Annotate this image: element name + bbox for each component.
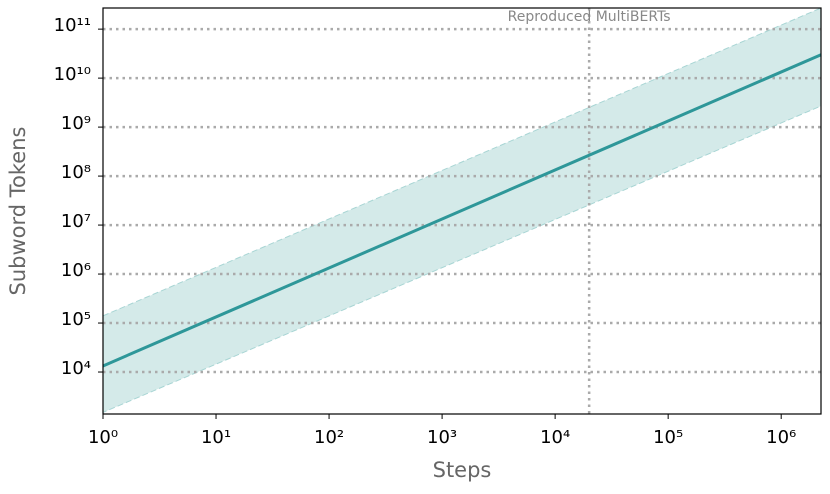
x-tick-label: 10⁶ (766, 427, 796, 448)
x-tick-label: 10⁴ (540, 427, 570, 448)
y-tick-label: 10⁸ (61, 162, 91, 183)
y-tick-label: 10⁵ (61, 309, 91, 330)
x-axis-label: Steps (433, 458, 492, 482)
y-tick-label: 10⁷ (61, 211, 91, 232)
x-tick-label: 10² (314, 427, 344, 448)
y-tick-label: 10⁴ (61, 358, 91, 379)
y-tick-label: 10⁶ (61, 260, 91, 281)
x-tick-label: 10⁵ (653, 427, 683, 448)
y-axis-label: Subword Tokens (6, 127, 30, 296)
data-line (102, 53, 822, 368)
x-tick-label: 10³ (427, 427, 457, 448)
x-tick-label: 10¹ (201, 427, 231, 448)
plot-frame (102, 7, 822, 415)
x-tick-label: 10⁰ (88, 427, 118, 448)
y-tick-label: 10¹⁰ (54, 64, 91, 85)
y-tick-label: 10⁹ (61, 113, 91, 134)
y-tick-label: 10¹¹ (54, 15, 91, 36)
reference-label: Reproduced MultiBERTs (508, 9, 671, 25)
